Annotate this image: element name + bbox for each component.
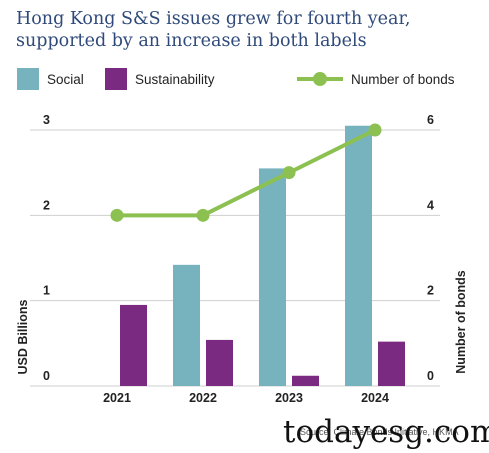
legend-swatch-sustainability	[105, 68, 127, 90]
x-tick-label-2021: 2021	[103, 391, 131, 405]
legend-label-sustainability: Sustainability	[135, 71, 215, 87]
legend-label-social: Social	[47, 71, 84, 87]
y-tick-label-1: 1	[43, 284, 50, 298]
y-axis-title: USD Billions	[16, 299, 30, 374]
x-tick-label-2023: 2023	[275, 391, 303, 405]
y-tick-label-3: 3	[43, 113, 50, 127]
point-number-of-bonds-2021	[110, 208, 124, 222]
bar-sustainability-2021	[120, 304, 147, 386]
legend-item-number-of-bonds: Number of bonds	[297, 67, 455, 91]
chart-title-line-1: Hong Kong S&S issues grew for fourth yea…	[16, 9, 411, 29]
chart-title-line-2: supported by an increase in both labels	[16, 31, 367, 51]
y2-tick-label-2: 2	[427, 284, 434, 298]
x-tick-label-2022: 2022	[189, 391, 217, 405]
point-number-of-bonds-2023	[282, 166, 296, 180]
legend-swatch-social	[17, 68, 39, 90]
chart-title: Hong Kong S&S issues grew for fourth yea…	[16, 8, 481, 52]
point-number-of-bonds-2024	[368, 123, 382, 137]
y-tick-label-2: 2	[43, 198, 50, 212]
bar-sustainability-2023	[292, 375, 319, 386]
bar-social-2022	[173, 264, 200, 386]
line-number-of-bonds	[117, 128, 376, 218]
bar-sustainability-2024	[378, 341, 405, 386]
bar-sustainability-2022	[206, 339, 233, 386]
source-note: Source: Climate Bonds Initiative, HKMA	[300, 427, 459, 437]
legend-swatch-number-of-bonds	[297, 68, 343, 90]
legend-label-number-of-bonds: Number of bonds	[351, 71, 455, 87]
y-tick-label-0: 0	[43, 369, 50, 383]
watermark-logo: todayesg.com	[283, 414, 489, 450]
x-tick-label-2024: 2024	[361, 391, 389, 405]
point-number-of-bonds-2022	[196, 208, 210, 222]
y2-axis-title: Number of bonds	[454, 270, 468, 374]
bar-social-2023	[259, 168, 286, 386]
y2-tick-label-0: 0	[427, 369, 434, 383]
chart-legend: Social Sustainability Number of bonds	[17, 67, 477, 91]
legend-item-social: Social	[17, 67, 84, 91]
bar-social-2024	[345, 125, 372, 386]
legend-item-sustainability: Sustainability	[105, 67, 215, 91]
y2-tick-label-6: 6	[427, 113, 434, 127]
y2-tick-label-4: 4	[427, 198, 434, 212]
